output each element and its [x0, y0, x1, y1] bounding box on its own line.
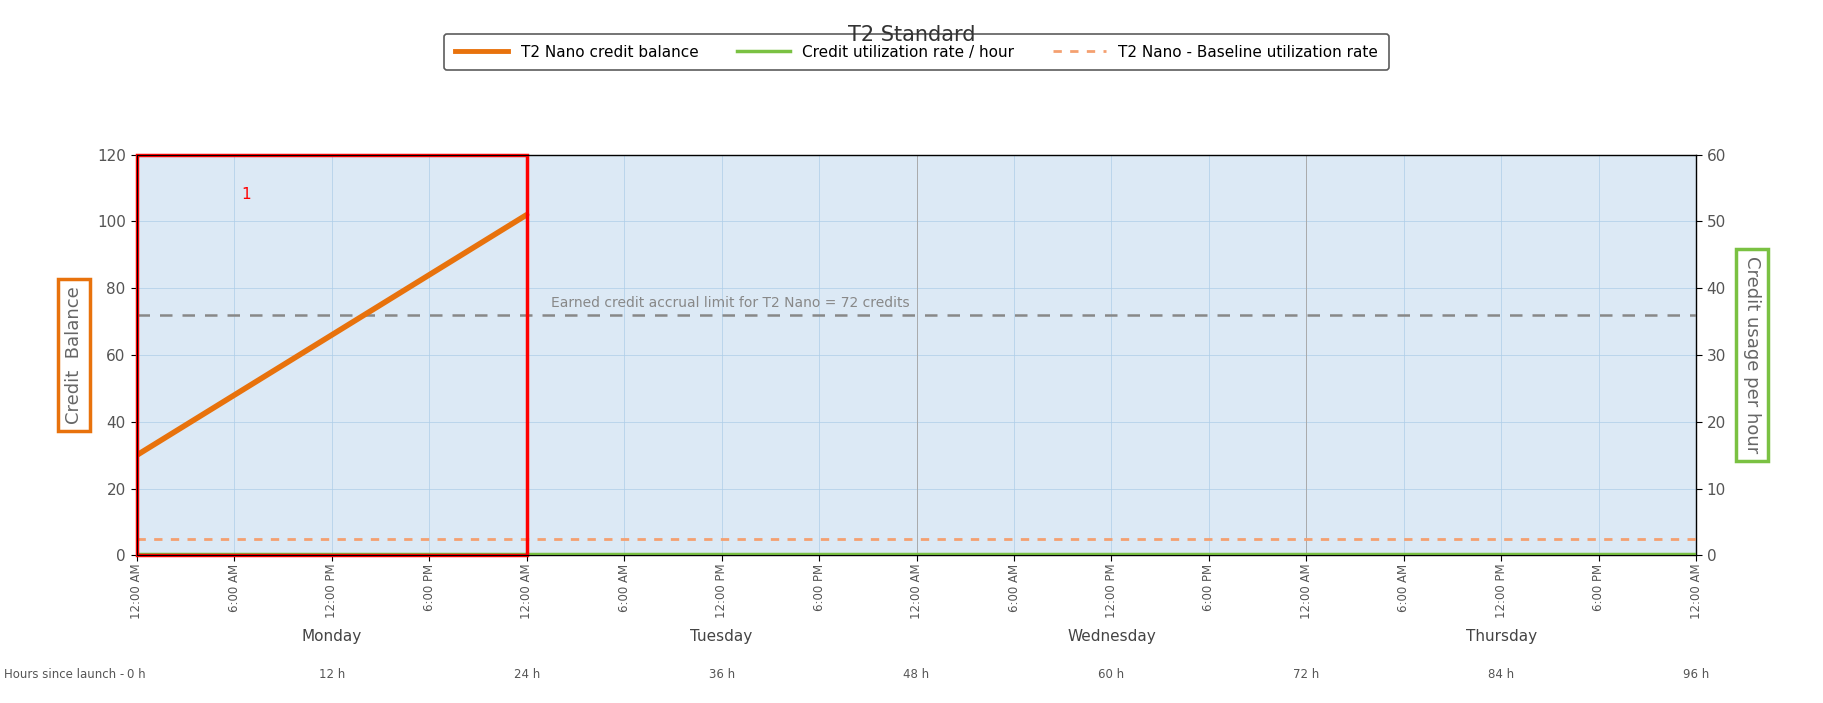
Text: 36 h: 36 h — [707, 669, 735, 681]
Text: 24 h: 24 h — [514, 669, 540, 681]
Y-axis label: Credit  Balance: Credit Balance — [66, 286, 82, 424]
Bar — [137, 155, 527, 555]
Text: 84 h: 84 h — [1488, 669, 1513, 681]
Legend: T2 Nano credit balance, Credit utilization rate / hour, T2 Nano - Baseline utili: T2 Nano credit balance, Credit utilizati… — [445, 34, 1387, 70]
Text: 72 h: 72 h — [1293, 669, 1318, 681]
Text: 1: 1 — [241, 187, 250, 202]
Text: Wednesday: Wednesday — [1066, 628, 1156, 644]
Text: 12 h: 12 h — [319, 669, 345, 681]
Text: Earned credit accrual limit for T2 Nano = 72 credits: Earned credit accrual limit for T2 Nano … — [551, 296, 910, 310]
Y-axis label: Credit usage per hour: Credit usage per hour — [1741, 257, 1759, 453]
Text: T2 Standard: T2 Standard — [848, 25, 975, 44]
Text: 60 h: 60 h — [1097, 669, 1125, 681]
Text: 96 h: 96 h — [1683, 669, 1708, 681]
Text: Hours since launch -: Hours since launch - — [4, 669, 128, 681]
Text: 0 h: 0 h — [128, 669, 146, 681]
Text: 48 h: 48 h — [902, 669, 930, 681]
Text: Monday: Monday — [301, 628, 361, 644]
Text: Thursday: Thursday — [1466, 628, 1537, 644]
Text: Tuesday: Tuesday — [691, 628, 753, 644]
